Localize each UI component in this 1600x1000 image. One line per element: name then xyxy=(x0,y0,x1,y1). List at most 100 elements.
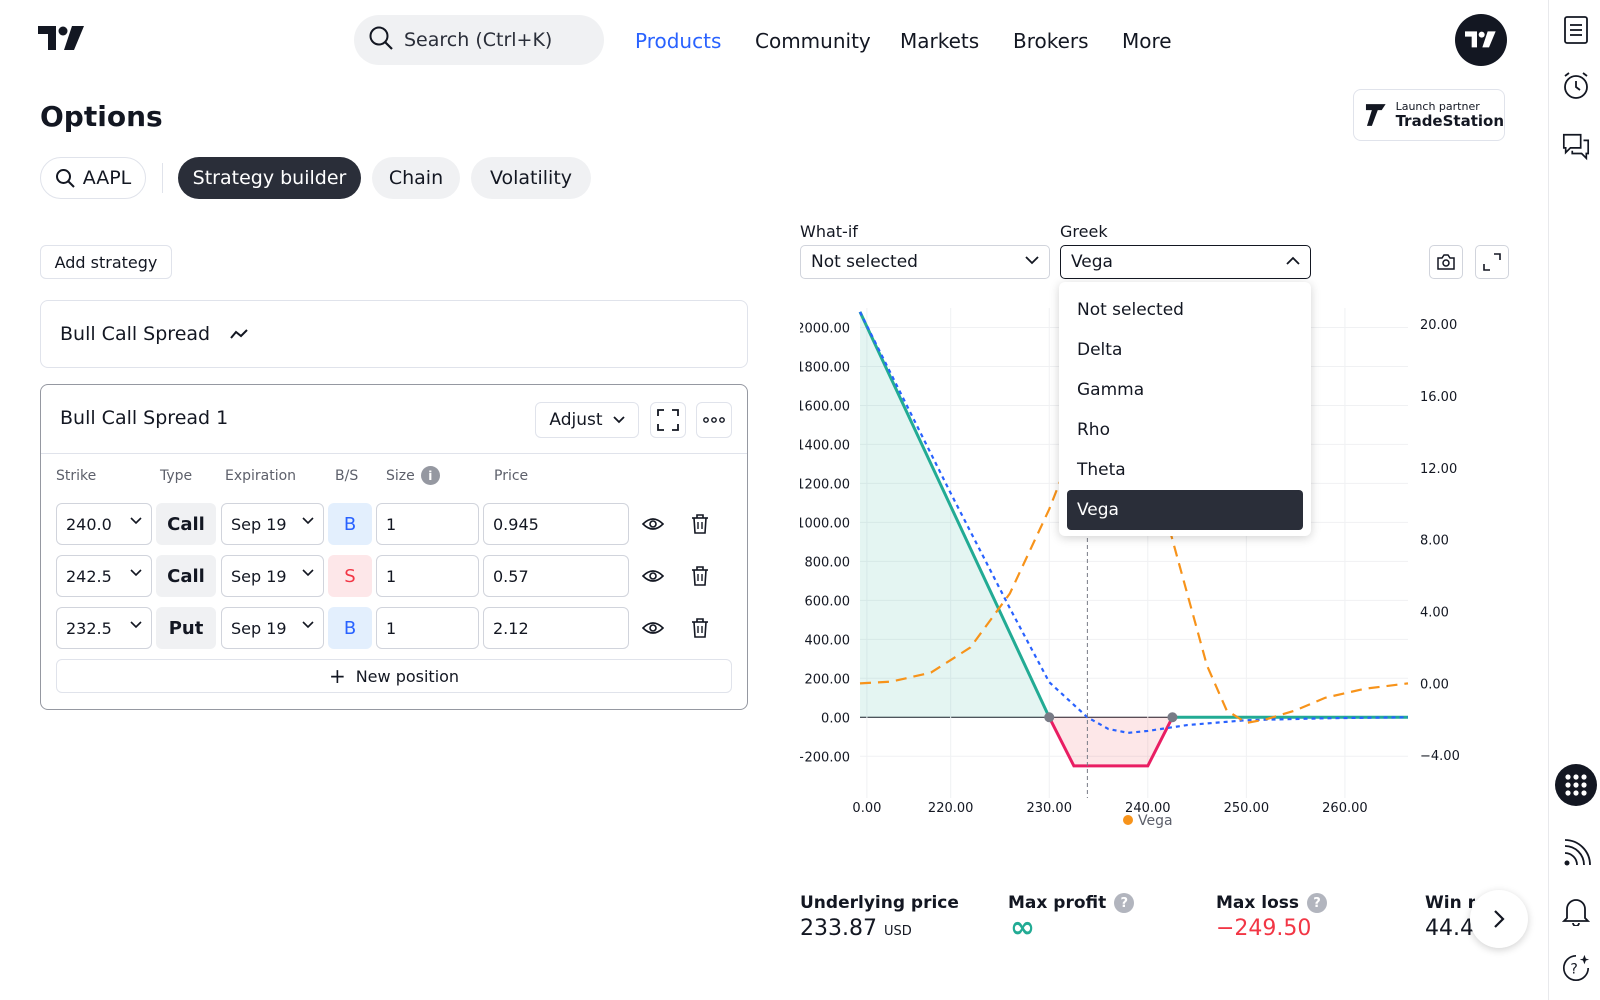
type-toggle[interactable]: Call xyxy=(156,503,216,545)
max-loss-label-text: Max loss xyxy=(1216,893,1300,913)
symbol-search-button[interactable]: AAPL xyxy=(40,157,146,199)
strategy-card[interactable]: Bull Call Spread xyxy=(40,300,748,368)
next-stats-button[interactable] xyxy=(1470,890,1528,948)
chat-icon[interactable] xyxy=(1561,131,1591,161)
adjust-button[interactable]: Adjust xyxy=(535,402,639,438)
underlying-price-value-wrap: 233.87 USD xyxy=(800,916,912,941)
launch-partner-badge[interactable]: Launch partner TradeStation xyxy=(1353,89,1505,141)
expiration-select[interactable]: Sep 19 xyxy=(221,607,324,649)
strike-select[interactable]: 240.0 xyxy=(56,503,152,545)
more-options-button[interactable] xyxy=(696,402,732,438)
max-profit-help-icon[interactable]: ? xyxy=(1114,893,1135,913)
x-tick-label: 230.00 xyxy=(1026,801,1072,816)
avatar[interactable] xyxy=(1455,14,1507,66)
legend-vega-dot xyxy=(1123,815,1133,825)
buy-sell-toggle[interactable]: B xyxy=(328,607,372,649)
leg-row: 240.0 Call Sep 19 B 1 0.945 xyxy=(56,503,736,545)
nav-markets[interactable]: Markets xyxy=(900,29,980,53)
col-head-size-wrap: Size i xyxy=(386,466,440,485)
info-icon[interactable]: i xyxy=(420,466,440,485)
y-right-tick-label: 8.00 xyxy=(1420,534,1449,549)
size-input[interactable]: 1 xyxy=(376,607,479,649)
search-bar[interactable]: Search (Ctrl+K) xyxy=(354,15,604,65)
price-input[interactable]: 2.12 xyxy=(483,607,629,649)
strike-select[interactable]: 232.5 xyxy=(56,607,152,649)
strike-select[interactable]: 242.5 xyxy=(56,555,152,597)
y-left-tick-label: 0.00 xyxy=(821,711,850,726)
y-left-tick-label: 1600.00 xyxy=(800,399,850,414)
legs-card-title: Bull Call Spread 1 xyxy=(60,407,229,429)
chevron-down-icon xyxy=(302,569,314,577)
nav-products[interactable]: Products xyxy=(635,29,722,53)
buy-sell-toggle[interactable]: B xyxy=(328,503,372,545)
greek-option-gamma[interactable]: Gamma xyxy=(1077,380,1145,400)
search-placeholder: Search (Ctrl+K) xyxy=(404,29,553,51)
price-input[interactable]: 0.945 xyxy=(483,503,629,545)
expiration-profit-line xyxy=(858,311,1051,718)
expiration-select[interactable]: Sep 19 xyxy=(221,503,324,545)
greek-option-not-selected[interactable]: Not selected xyxy=(1077,300,1184,320)
tradingview-logo[interactable] xyxy=(38,26,86,52)
x-tick-label: 260.00 xyxy=(1322,801,1368,816)
greek-option-delta[interactable]: Delta xyxy=(1077,340,1123,360)
breakeven-dot xyxy=(1167,712,1178,723)
add-strategy-button[interactable]: Add strategy xyxy=(40,245,172,279)
price-input[interactable]: 0.57 xyxy=(483,555,629,597)
pnl-chart[interactable]: 2000.00 1800.00 1600.00 1400.00 1200.00 1000.… xyxy=(800,296,1540,866)
feed-icon[interactable] xyxy=(1561,839,1591,869)
expiration-select[interactable]: Sep 19 xyxy=(221,555,324,597)
nav-community[interactable]: Community xyxy=(755,29,871,53)
greek-select[interactable]: Vega xyxy=(1060,245,1311,279)
y-left-tick-label: 1800.00 xyxy=(800,360,850,375)
x-tick-label: 220.00 xyxy=(928,801,974,816)
y-right-tick-label: 4.00 xyxy=(1420,606,1449,621)
size-input[interactable]: 1 xyxy=(376,503,479,545)
underlying-price-unit: USD xyxy=(883,924,912,939)
nav-more[interactable]: More xyxy=(1122,29,1172,53)
expand-card-button[interactable] xyxy=(650,402,686,438)
watchlist-icon[interactable] xyxy=(1561,15,1591,45)
partner-caption: Launch partner xyxy=(1395,100,1480,113)
fullscreen-chart-button[interactable] xyxy=(1475,245,1509,279)
type-toggle[interactable]: Put xyxy=(156,607,216,649)
bell-icon[interactable] xyxy=(1561,896,1591,926)
eye-icon[interactable] xyxy=(641,512,665,536)
leg-row: 242.5 Call Sep 19 S 1 0.57 xyxy=(56,555,736,597)
y-left-tick-label: 200.00 xyxy=(805,672,851,687)
plus-icon: + xyxy=(328,664,346,688)
apps-grid-icon[interactable] xyxy=(1555,764,1597,806)
trash-icon[interactable] xyxy=(688,616,712,640)
alert-clock-icon[interactable] xyxy=(1561,71,1591,101)
trash-icon[interactable] xyxy=(688,512,712,536)
eye-icon[interactable] xyxy=(641,564,665,588)
greek-option-vega[interactable]: Vega xyxy=(1067,490,1303,530)
max-loss-help-icon[interactable]: ? xyxy=(1307,893,1328,913)
greek-option-theta[interactable]: Theta xyxy=(1077,460,1126,480)
buy-sell-toggle[interactable]: S xyxy=(328,555,372,597)
tab-chain[interactable]: Chain xyxy=(372,157,460,199)
new-position-button[interactable]: + New position xyxy=(56,659,732,693)
type-toggle[interactable]: Call xyxy=(156,555,216,597)
search-icon xyxy=(55,169,75,188)
trash-icon[interactable] xyxy=(688,564,712,588)
tab-strategy-builder[interactable]: Strategy builder xyxy=(178,157,361,199)
whatif-select[interactable]: Not selected xyxy=(800,245,1050,279)
chevron-right-icon xyxy=(1494,910,1505,928)
tab-divider xyxy=(162,163,163,193)
chevron-down-icon xyxy=(302,517,314,525)
chart-legend: Vega xyxy=(1123,813,1173,829)
screenshot-button[interactable] xyxy=(1429,245,1463,279)
size-input[interactable]: 1 xyxy=(376,555,479,597)
chevron-up-icon xyxy=(1286,256,1300,265)
y-left-tick-label: 600.00 xyxy=(805,594,851,609)
eye-icon[interactable] xyxy=(641,616,665,640)
tab-volatility[interactable]: Volatility xyxy=(471,157,591,199)
chart-axes: 2000.00 1800.00 1600.00 1400.00 1200.00 1000.… xyxy=(800,318,1460,816)
help-icon[interactable]: ? xyxy=(1561,953,1591,983)
strike-value: 240.0 xyxy=(66,514,112,534)
strategy-legs-card: Bull Call Spread 1 Adjust Strike Type Ex… xyxy=(40,384,748,710)
nav-brokers[interactable]: Brokers xyxy=(1013,29,1089,53)
leg-row: 232.5 Put Sep 19 B 1 2.12 xyxy=(56,607,736,649)
max-loss-value: −249.50 xyxy=(1216,916,1312,941)
greek-option-rho[interactable]: Rho xyxy=(1077,420,1110,440)
